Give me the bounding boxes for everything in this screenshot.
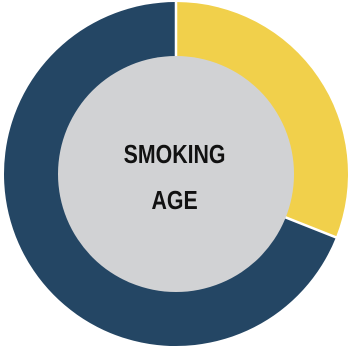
center-disc: [58, 56, 294, 292]
center-label-line-2: AGE: [151, 185, 198, 215]
center-label-line-1: SMOKING: [123, 139, 226, 169]
